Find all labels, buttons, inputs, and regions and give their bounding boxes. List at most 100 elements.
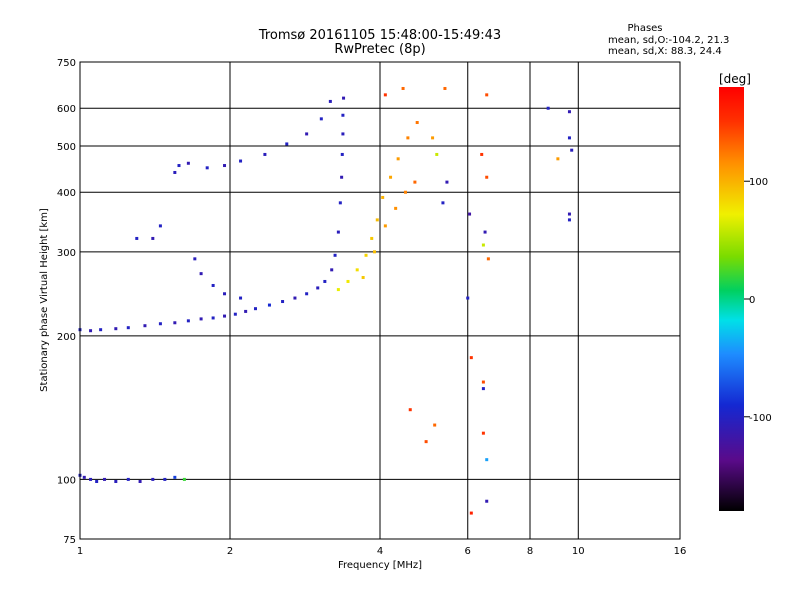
data-point (95, 479, 99, 483)
data-point (186, 319, 190, 323)
data-point (364, 253, 368, 257)
data-point (239, 159, 243, 163)
data-point (103, 477, 107, 481)
data-point (305, 132, 309, 136)
chart-title: Tromsø 20161105 15:48:00-15:49:43 (258, 28, 501, 43)
data-point (135, 236, 139, 240)
data-point (567, 212, 571, 216)
y-tick-label: 75 (63, 535, 76, 546)
y-axis-label: Stationary phase Virtual Height [km] (39, 208, 50, 392)
data-point (340, 152, 344, 156)
data-point (182, 477, 186, 481)
data-point (435, 152, 439, 156)
phases-line-x: mean, sd,X: 88.3, 24.4 (608, 46, 722, 57)
data-point (143, 324, 147, 328)
y-tick-label: 300 (57, 248, 76, 259)
data-point (567, 110, 571, 114)
phases-line-o: mean, sd,O:-104.2, 21.3 (608, 35, 729, 46)
data-point (546, 106, 550, 110)
colorbar-ticks: 100 0 -100 (744, 177, 772, 424)
plot-frame (79, 61, 681, 540)
data-point (223, 164, 227, 168)
data-point (415, 121, 419, 125)
data-point (445, 180, 449, 184)
data-point (406, 136, 410, 140)
y-tick-label: 200 (57, 332, 76, 343)
data-point (403, 190, 407, 194)
data-point (158, 224, 162, 228)
data-point (342, 96, 346, 100)
y-tick-label: 600 (57, 104, 76, 115)
data-point (394, 206, 398, 210)
data-point (355, 268, 359, 272)
data-point (370, 236, 374, 240)
data-point (177, 164, 181, 168)
data-point (485, 458, 489, 462)
data-point (328, 99, 332, 103)
data-point (443, 86, 447, 90)
data-point (223, 314, 227, 318)
data-point (567, 136, 571, 140)
data-point (556, 157, 560, 161)
x-tick-label: 1 (77, 546, 83, 557)
data-point (340, 175, 344, 179)
data-point (424, 440, 428, 444)
data-point (114, 327, 118, 331)
data-point (570, 148, 574, 152)
data-point (396, 157, 400, 161)
data-point (151, 236, 155, 240)
data-point (486, 257, 490, 261)
data-point (413, 180, 417, 184)
colorbar-label: [deg] (719, 72, 751, 86)
data-point (408, 408, 412, 412)
colorbar-tick-label: 100 (749, 177, 768, 188)
data-point (99, 328, 103, 332)
data-point (401, 86, 405, 90)
x-tick-label: 16 (674, 546, 687, 557)
data-point (389, 175, 393, 179)
data-point (441, 201, 445, 205)
colorbar-tick-label: 0 (749, 295, 755, 306)
data-point (305, 292, 309, 296)
data-point (211, 283, 215, 287)
data-point (341, 132, 345, 136)
data-point (336, 288, 340, 292)
data-point (233, 312, 237, 316)
y-tick-label: 500 (57, 142, 76, 153)
y-tick-label: 400 (57, 188, 76, 199)
x-tick-label: 2 (227, 546, 233, 557)
data-point (244, 309, 248, 313)
data-point (375, 218, 379, 222)
data-point (466, 296, 470, 300)
data-point (126, 326, 130, 330)
data-point (158, 322, 162, 326)
data-point (89, 329, 93, 333)
colorbar-tick-label: -100 (749, 413, 772, 424)
x-tick-label: 10 (572, 546, 585, 557)
data-point (373, 250, 377, 254)
data-point (336, 230, 340, 234)
data-point (205, 166, 209, 170)
y-tick-label: 750 (57, 58, 76, 69)
data-point (281, 300, 285, 304)
x-tick-label: 8 (527, 546, 533, 557)
data-point (239, 296, 243, 300)
data-point (89, 477, 93, 481)
data-point (253, 307, 257, 311)
data-point (431, 136, 435, 140)
data-point (338, 201, 342, 205)
data-point (383, 224, 387, 228)
data-point (173, 170, 177, 174)
x-axis-label: Frequency [MHz] (338, 560, 422, 571)
data-point (285, 142, 289, 146)
data-point (330, 268, 334, 272)
data-point (126, 477, 130, 481)
data-point (483, 230, 487, 234)
data-point (480, 152, 484, 156)
data-point (186, 161, 190, 165)
data-point (138, 479, 142, 483)
data-point (468, 212, 472, 216)
data-point (163, 477, 167, 481)
y-tick-label: 100 (57, 475, 76, 486)
